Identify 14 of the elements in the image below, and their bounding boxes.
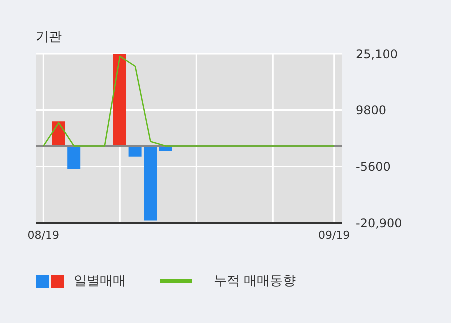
bar	[128, 146, 142, 157]
y-tick-label: 9800	[356, 103, 387, 118]
y-tick-label: 25,100	[356, 47, 398, 62]
y-tick-label: -5600	[356, 160, 391, 174]
bar	[144, 146, 158, 221]
x-tick-label: 09/19	[318, 228, 350, 242]
x-tick-label: 08/19	[28, 228, 60, 242]
bar	[68, 146, 81, 170]
y-tick-label: -20,900	[356, 216, 402, 230]
line-series	[43, 56, 335, 147]
legend-label: 누적 매매동향	[214, 273, 296, 290]
chart-title: 기관	[36, 29, 62, 46]
legend-label: 일별매매	[74, 273, 126, 290]
bar	[114, 54, 126, 146]
